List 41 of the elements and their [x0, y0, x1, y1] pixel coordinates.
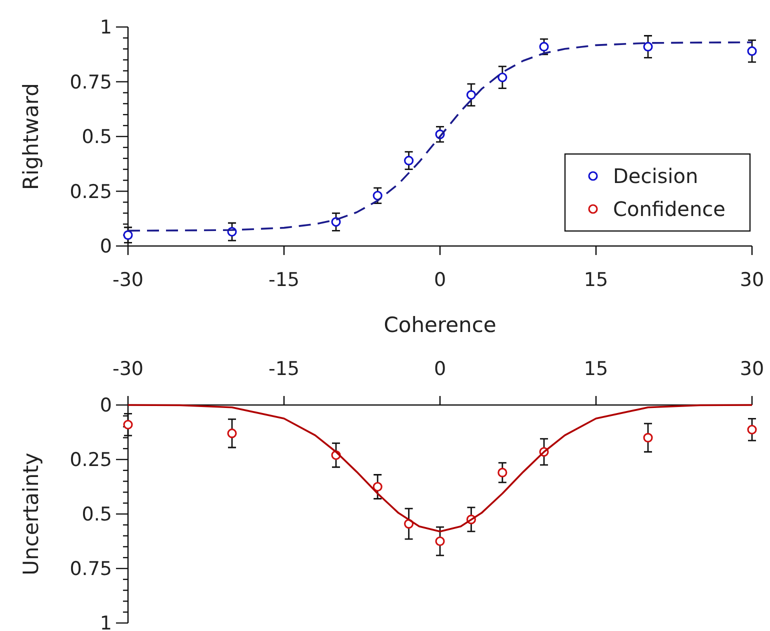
y-tick-label: 0.5	[82, 126, 112, 148]
x-tick-label: -15	[268, 269, 300, 291]
point	[498, 468, 508, 478]
y-tick-label: 0.75	[70, 71, 112, 94]
y-tick-label: 0.25	[70, 180, 112, 203]
y-tick-label: 0	[100, 236, 112, 258]
point	[331, 217, 341, 227]
x-tick-label: -15	[268, 358, 300, 380]
point	[498, 72, 508, 82]
point	[372, 482, 382, 492]
x-axis-title: Coherence	[384, 313, 496, 337]
legend-label: Decision	[613, 164, 698, 188]
point	[643, 42, 653, 52]
x-tick-label: 0	[434, 358, 446, 380]
x-tick-label: 30	[740, 358, 764, 380]
point	[643, 432, 653, 442]
point	[539, 42, 549, 52]
point	[747, 424, 757, 434]
point	[372, 190, 382, 200]
point	[747, 46, 757, 56]
x-tick-label: -30	[112, 358, 144, 380]
y-tick-label: 1	[100, 16, 112, 39]
y-tick-label: 0.5	[82, 504, 112, 526]
y-tick-label: 1	[100, 612, 112, 631]
y-tick-label: 0.75	[70, 558, 112, 580]
point	[123, 230, 133, 240]
x-tick-label: 0	[434, 269, 446, 291]
point	[466, 90, 476, 100]
point	[227, 428, 237, 438]
point	[435, 536, 445, 546]
x-tick-label: 15	[584, 358, 608, 380]
y-axis-title: Uncertainty	[19, 452, 43, 576]
y-tick-label: 0.25	[70, 449, 112, 472]
x-tick-label: -30	[112, 269, 144, 291]
point	[123, 420, 133, 430]
legend-label: Confidence	[613, 197, 726, 221]
y-tick-label: 0	[100, 394, 112, 417]
x-tick-label: 30	[740, 269, 764, 291]
x-tick-label: 15	[584, 269, 608, 291]
y-axis-title: Rightward	[19, 83, 43, 190]
point	[404, 156, 414, 166]
